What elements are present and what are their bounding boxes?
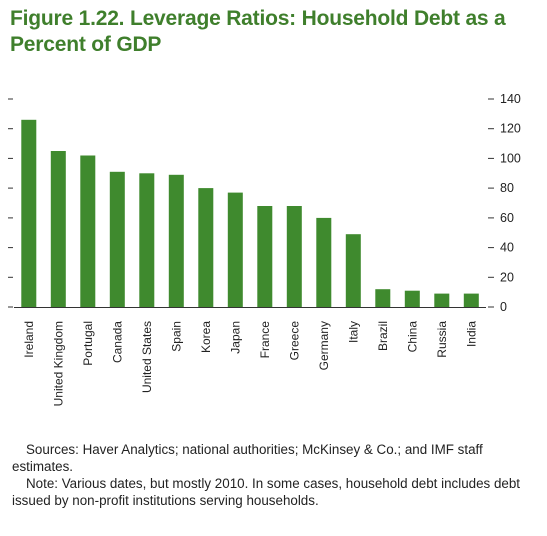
bar-canada <box>109 171 125 307</box>
bar-united-states <box>139 173 155 307</box>
x-tick-label: Spain <box>169 321 183 352</box>
bar-italy <box>345 234 361 307</box>
bar-portugal <box>80 155 96 307</box>
bar-russia <box>434 293 450 307</box>
right-axis: 0 20 40 60 80 100 120 140 <box>488 92 521 314</box>
y-tick-label: 20 <box>500 270 514 284</box>
bar-germany <box>316 217 332 307</box>
x-tick-label: Portugal <box>81 321 95 366</box>
bars-group <box>14 119 486 308</box>
bar-brazil <box>375 289 391 307</box>
y-tick-label: 0 <box>500 300 507 314</box>
x-tick-label: Italy <box>346 321 360 343</box>
y-tick-label: 80 <box>500 181 514 195</box>
y-tick-label: 40 <box>500 241 514 255</box>
bar-united-kingdom <box>50 151 66 307</box>
chart-title: Figure 1.22. Leverage Ratios: Household … <box>10 7 506 56</box>
x-tick-label: Japan <box>228 321 242 354</box>
x-tick-label: Germany <box>317 321 331 370</box>
x-axis-labels: Ireland United Kingdom Portugal Canada Unite… <box>22 321 478 407</box>
chart-notes: Sources: Haver Analytics; national autho… <box>12 441 537 509</box>
bar-france <box>257 206 273 307</box>
bar-india <box>463 293 479 307</box>
bar-spain <box>168 174 184 307</box>
x-tick-label: India <box>464 321 478 347</box>
y-tick-label: 100 <box>500 151 521 165</box>
y-tick-label: 120 <box>500 122 521 136</box>
x-tick-label: China <box>405 321 419 353</box>
x-tick-label: United States <box>140 321 154 393</box>
bar-china <box>404 290 420 307</box>
x-tick-label: Russia <box>435 321 449 358</box>
bar-chart: 0 20 40 60 80 100 120 140 Ireland United Kingdom… <box>8 92 521 407</box>
x-tick-label: Greece <box>287 321 301 361</box>
x-tick-label: France <box>258 321 272 359</box>
bar-japan <box>227 192 243 307</box>
sources-note: Sources: Haver Analytics; national autho… <box>12 442 483 474</box>
x-tick-label: Ireland <box>22 321 36 358</box>
x-tick-label: Korea <box>199 321 213 353</box>
general-note: Note: Various dates, but mostly 2010. In… <box>12 476 521 508</box>
bar-greece <box>286 206 302 307</box>
bar-ireland <box>21 119 37 307</box>
y-tick-label: 60 <box>500 211 514 225</box>
x-tick-label: United Kingdom <box>51 321 65 406</box>
bar-korea <box>198 188 214 307</box>
left-tick-marks <box>8 98 13 308</box>
x-tick-label: Canada <box>110 321 124 363</box>
x-tick-label: Brazil <box>376 321 390 351</box>
y-tick-label: 140 <box>500 92 521 106</box>
